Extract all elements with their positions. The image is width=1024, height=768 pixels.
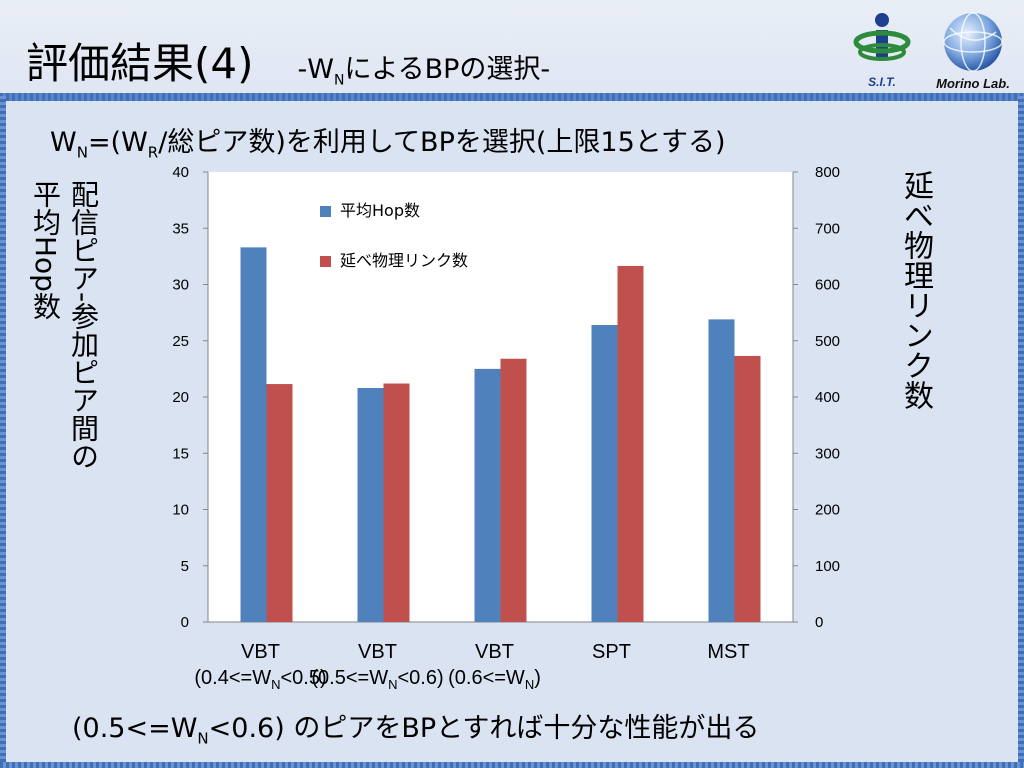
right-tick-label: 400 [815, 389, 840, 406]
right-tick-label: 300 [815, 445, 840, 462]
sit-logo: S.I.T. [853, 13, 911, 89]
title-main: 評価結果(4) [26, 39, 254, 88]
bar-links-4 [734, 355, 761, 622]
bar-hop-1 [357, 388, 384, 622]
bar-hop-4 [708, 319, 735, 622]
left-tick-label: 40 [172, 164, 189, 181]
header-divider [0, 93, 1024, 101]
svg-text:Morino Lab.: Morino Lab. [936, 76, 1010, 91]
category-label: VBT [475, 641, 514, 663]
bar-hop-2 [474, 368, 501, 622]
right-tick-label: 0 [815, 614, 823, 631]
slide-title: 評価結果(4) -WNによるBPの選択- [26, 30, 550, 91]
left-tick-label: 5 [181, 558, 189, 575]
svg-text:S.I.T.: S.I.T. [868, 75, 896, 89]
right-tick-label: 100 [815, 558, 840, 575]
bar-links-2 [500, 358, 527, 622]
legend-label-0: 平均Hop数 [340, 201, 420, 220]
left-tick-label: 20 [172, 389, 189, 406]
slide-conclusion: (0.5<=WN<0.6) のピアをBPとすれば十分な性能が出る [72, 713, 760, 748]
right-tick-label: 800 [815, 164, 840, 181]
bar-links-3 [617, 265, 644, 622]
legend-swatch-0 [320, 206, 331, 217]
left-tick-label: 15 [172, 445, 189, 462]
left-axis-label-line2: 平均Hop数 [29, 180, 62, 320]
bottom-border [0, 762, 1024, 768]
category-sublabel: (0.4<=WN<0.5) [194, 667, 326, 692]
category-label: VBT [358, 641, 397, 663]
left-tick-label: 10 [172, 502, 189, 519]
right-tick-label: 500 [815, 333, 840, 350]
morino-lab-logo: Morino Lab. [936, 12, 1010, 91]
bar-hop-3 [591, 325, 618, 622]
left-tick-label: 30 [172, 277, 189, 294]
left-axis-label-line1: 配信ピア-参加ピア間の [67, 180, 100, 471]
legend-swatch-1 [320, 256, 331, 267]
left-tick-label: 0 [181, 614, 189, 631]
bar-hop-0 [240, 247, 267, 622]
slide-header-background [0, 0, 1024, 96]
category-sublabel: (0.5<=WN<0.6) [311, 667, 443, 692]
right-border [1018, 96, 1024, 768]
bar-links-1 [383, 383, 410, 622]
left-border [0, 96, 6, 768]
left-tick-label: 35 [172, 220, 189, 237]
category-label: VBT [241, 641, 280, 663]
legend-label-1: 延べ物理リンク数 [340, 251, 468, 270]
category-sublabel: (0.6<=WN) [448, 667, 541, 692]
right-tick-label: 600 [815, 277, 840, 294]
right-axis-label: 延べ物理リンク数 [898, 170, 933, 410]
title-subtitle: -WNによるBPの選択- [297, 54, 551, 89]
category-label: SPT [592, 641, 631, 663]
right-tick-label: 700 [815, 220, 840, 237]
slide-subtitle: WN=(WR/総ピア数)を利用してBPを選択(上限15とする) [50, 127, 726, 162]
left-tick-label: 25 [172, 333, 189, 350]
bar-links-0 [266, 384, 293, 622]
right-tick-label: 200 [815, 502, 840, 519]
category-label: MST [707, 641, 749, 663]
